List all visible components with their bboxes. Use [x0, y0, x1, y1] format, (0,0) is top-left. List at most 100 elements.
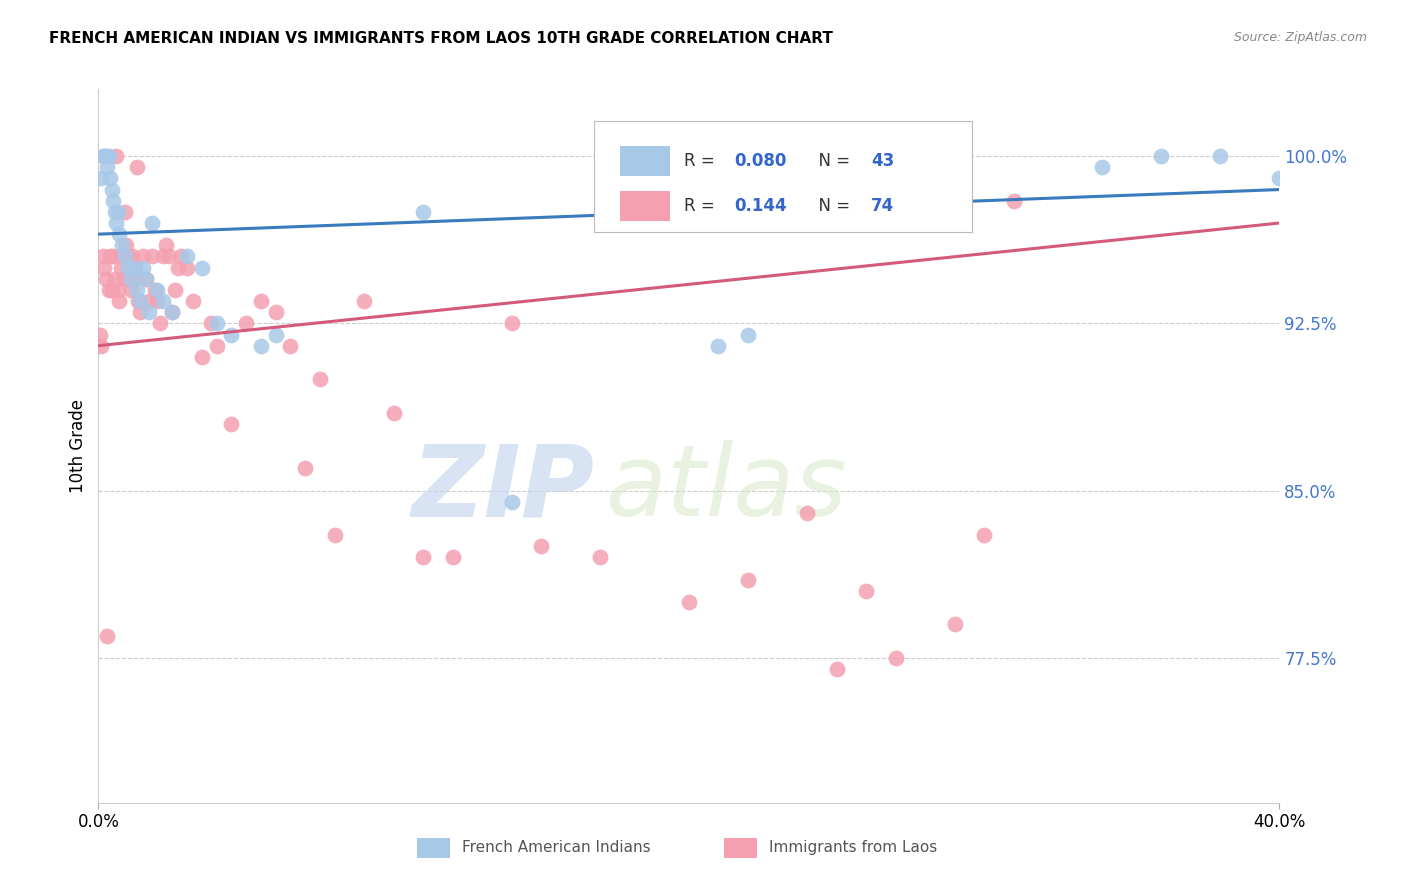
FancyBboxPatch shape: [620, 145, 671, 176]
Point: [323, 528, 346, 542]
Point: [678, 595, 700, 609]
Point: [149, 316, 172, 330]
Point: [723, 182, 745, 196]
Point: [264, 305, 287, 319]
Point: [138, 293, 160, 308]
Point: [138, 305, 160, 319]
Point: [94, 149, 117, 163]
FancyBboxPatch shape: [418, 838, 450, 858]
Point: [162, 305, 183, 319]
Point: [707, 338, 730, 352]
Point: [93, 260, 115, 275]
Point: [100, 283, 122, 297]
Point: [104, 204, 127, 219]
Point: [141, 216, 163, 230]
Point: [118, 271, 141, 285]
Point: [205, 316, 228, 330]
Point: [110, 260, 132, 275]
Point: [107, 204, 129, 219]
Point: [1150, 149, 1173, 163]
Point: [176, 260, 198, 275]
Point: [353, 293, 375, 308]
Text: French American Indians: French American Indians: [463, 839, 651, 855]
Text: ZIP: ZIP: [412, 441, 595, 537]
Point: [90, 171, 112, 186]
Point: [766, 171, 789, 186]
Point: [89, 327, 111, 342]
Point: [135, 271, 157, 285]
Point: [98, 171, 121, 186]
Point: [914, 161, 936, 175]
Point: [115, 238, 138, 252]
Text: R =: R =: [685, 152, 720, 169]
Point: [117, 260, 139, 275]
Point: [278, 338, 302, 352]
Point: [501, 494, 523, 508]
Point: [103, 194, 125, 208]
Point: [94, 271, 117, 285]
Point: [128, 293, 150, 308]
Point: [124, 260, 146, 275]
Point: [250, 293, 273, 308]
Text: FRENCH AMERICAN INDIAN VS IMMIGRANTS FROM LAOS 10TH GRADE CORRELATION CHART: FRENCH AMERICAN INDIAN VS IMMIGRANTS FRO…: [49, 31, 834, 46]
Point: [120, 283, 142, 297]
Text: 0.080: 0.080: [734, 152, 786, 169]
Point: [141, 249, 163, 263]
Point: [191, 350, 214, 364]
Point: [135, 271, 157, 285]
Point: [128, 305, 150, 319]
Text: Source: ZipAtlas.com: Source: ZipAtlas.com: [1233, 31, 1367, 45]
Point: [855, 583, 877, 598]
Point: [112, 271, 135, 285]
Point: [170, 249, 193, 263]
FancyBboxPatch shape: [724, 838, 758, 858]
Point: [235, 316, 257, 330]
Text: 43: 43: [870, 152, 894, 169]
Point: [125, 283, 148, 297]
Point: [90, 338, 112, 352]
Point: [165, 283, 187, 297]
Point: [737, 573, 759, 587]
Point: [91, 249, 114, 263]
Point: [105, 216, 128, 230]
FancyBboxPatch shape: [595, 121, 973, 232]
Point: [155, 238, 177, 252]
Point: [221, 417, 243, 431]
Text: Immigrants from Laos: Immigrants from Laos: [769, 839, 938, 855]
Point: [105, 149, 128, 163]
Point: [132, 249, 155, 263]
Point: [98, 249, 121, 263]
Point: [1091, 161, 1114, 175]
FancyBboxPatch shape: [620, 191, 671, 220]
Text: N =: N =: [808, 196, 856, 214]
Point: [648, 216, 671, 230]
Point: [96, 161, 118, 175]
Point: [117, 249, 139, 263]
Point: [114, 249, 136, 263]
Point: [104, 271, 127, 285]
Point: [146, 293, 169, 308]
Point: [1002, 194, 1025, 208]
Point: [91, 149, 114, 163]
Point: [143, 283, 166, 297]
Point: [120, 271, 142, 285]
Point: [125, 161, 148, 175]
Point: [589, 550, 612, 565]
Point: [200, 316, 222, 330]
Point: [221, 327, 243, 342]
Point: [205, 338, 228, 352]
Point: [412, 550, 434, 565]
Point: [412, 204, 434, 219]
Point: [111, 249, 134, 263]
Point: [382, 405, 405, 419]
Point: [97, 149, 120, 163]
Point: [103, 249, 125, 263]
Point: [108, 227, 131, 241]
Point: [191, 260, 214, 275]
Point: [157, 249, 180, 263]
Point: [122, 271, 145, 285]
Point: [107, 283, 129, 297]
Point: [152, 293, 174, 308]
Point: [167, 260, 190, 275]
Text: N =: N =: [808, 152, 856, 169]
